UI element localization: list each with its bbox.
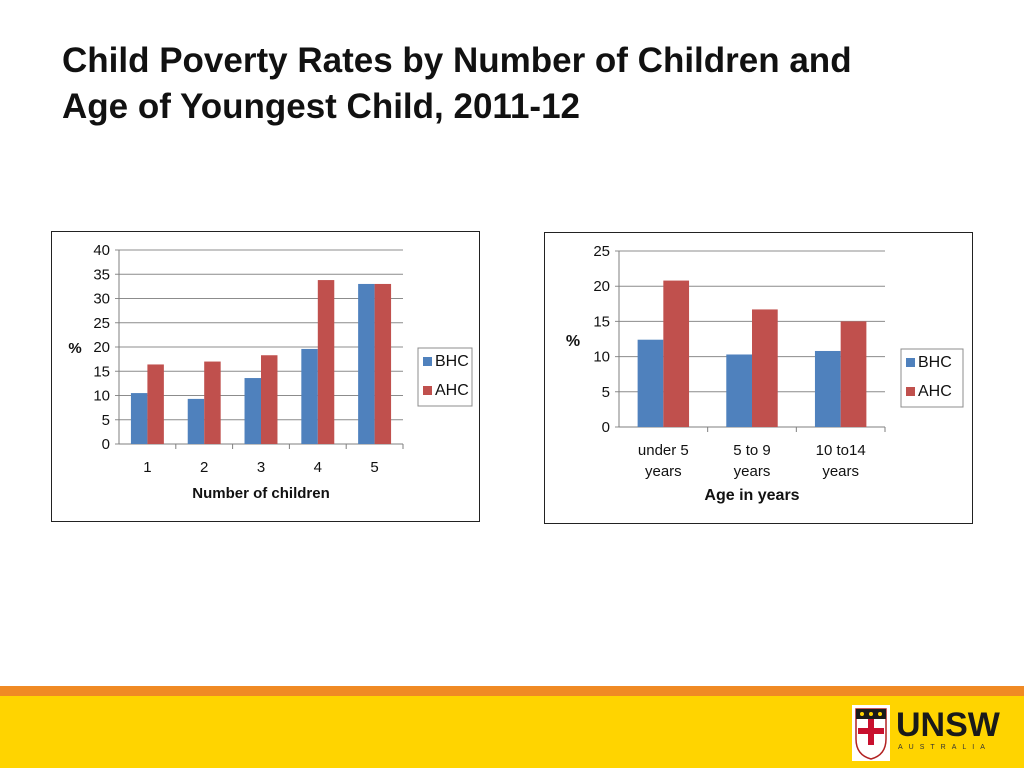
bar-bhc-3 bbox=[814, 350, 841, 427]
unsw-wordmark: UNSW bbox=[896, 706, 1000, 744]
y-axis-label: % bbox=[68, 340, 81, 357]
x-tick-label: 3 bbox=[257, 459, 265, 476]
y-tick-label: 5 bbox=[102, 412, 110, 429]
y-tick-label: 20 bbox=[93, 339, 110, 356]
slide-title-line-1: Child Poverty Rates by Number of Childre… bbox=[62, 41, 852, 80]
x-tick-label: under 5 bbox=[638, 442, 689, 459]
y-tick-label: 40 bbox=[93, 242, 110, 259]
y-tick-label: 25 bbox=[93, 315, 110, 332]
unsw-logo: UNSW AUSTRALIA bbox=[850, 703, 1000, 763]
y-tick-label: 35 bbox=[93, 266, 110, 283]
x-tick-label: years bbox=[645, 463, 682, 480]
bar-ahc-2 bbox=[752, 309, 778, 427]
legend-label-ahc: AHC bbox=[918, 383, 952, 400]
y-tick-label: 10 bbox=[93, 388, 110, 405]
legend-swatch-bhc bbox=[906, 358, 915, 367]
bar-bhc-1 bbox=[637, 339, 664, 427]
x-tick-label: 1 bbox=[143, 459, 151, 476]
bar-ahc-3 bbox=[840, 321, 867, 427]
x-tick-label: 4 bbox=[314, 459, 322, 476]
chart-number-of-children-svg: 0 5 10 15 20 25 30 35 40% 1 2 3 4 5 Number of children… bbox=[68, 242, 473, 502]
x-tick-label: years bbox=[822, 463, 859, 480]
legend-swatch-bhc bbox=[423, 357, 432, 366]
bar-bhc-2 bbox=[726, 354, 752, 427]
y-tick-label: 0 bbox=[102, 436, 110, 453]
bar-ahc-4 bbox=[317, 280, 335, 444]
x-tick-label: 2 bbox=[200, 459, 208, 476]
bar-bhc-5 bbox=[358, 283, 375, 444]
legend-label-bhc: BHC bbox=[918, 354, 952, 371]
bar-ahc-1 bbox=[663, 280, 690, 427]
bar-ahc-3 bbox=[261, 355, 278, 444]
y-tick-label: 30 bbox=[93, 291, 110, 308]
bar-ahc-5 bbox=[374, 283, 392, 444]
legend-swatch-ahc bbox=[906, 387, 915, 396]
unsw-subtitle: AUSTRALIA bbox=[898, 744, 991, 751]
y-tick-label: 25 bbox=[593, 243, 610, 260]
y-axis-label: % bbox=[566, 333, 580, 350]
x-tick-label: 10 to14 bbox=[816, 442, 866, 459]
x-axis-label: Number of children bbox=[192, 485, 330, 502]
y-tick-label: 10 bbox=[593, 349, 610, 366]
bar-bhc-4 bbox=[301, 348, 318, 444]
chart-age-youngest-child: 0 5 10 15 20 25% under 5 years 5 to 9 years 10 to1… bbox=[544, 232, 973, 524]
x-tick-label: 5 bbox=[370, 459, 378, 476]
slide-title: Child Poverty Rates by Number of Childre… bbox=[62, 38, 1002, 130]
footer-orange-stripe bbox=[0, 686, 1024, 696]
unsw-crest-icon bbox=[852, 705, 998, 761]
x-tick-label: years bbox=[734, 463, 771, 480]
bar-bhc-3 bbox=[244, 378, 261, 444]
legend-label-ahc: AHC bbox=[435, 382, 469, 399]
bar-ahc-2 bbox=[204, 361, 221, 444]
legend-swatch-ahc bbox=[423, 386, 432, 395]
bar-bhc-1 bbox=[130, 393, 148, 444]
y-tick-label: 15 bbox=[593, 313, 610, 330]
legend-label-bhc: BHC bbox=[435, 353, 469, 370]
x-axis-label: Age in years bbox=[704, 487, 799, 504]
slide-title-line-2: Age of Youngest Child, 2011-12 bbox=[62, 87, 580, 126]
y-tick-label: 5 bbox=[602, 384, 610, 401]
y-tick-label: 15 bbox=[93, 363, 110, 380]
x-tick-label: 5 to 9 bbox=[733, 442, 771, 459]
y-tick-label: 20 bbox=[593, 278, 610, 295]
y-tick-label: 0 bbox=[602, 419, 610, 436]
chart-number-of-children: 0 5 10 15 20 25 30 35 40% 1 2 3 4 5 Number of children… bbox=[51, 231, 480, 522]
chart-age-youngest-child-svg: 0 5 10 15 20 25% under 5 years 5 to 9 years 10 to1… bbox=[566, 243, 964, 504]
bar-bhc-2 bbox=[187, 398, 205, 444]
bar-ahc-1 bbox=[147, 364, 164, 444]
